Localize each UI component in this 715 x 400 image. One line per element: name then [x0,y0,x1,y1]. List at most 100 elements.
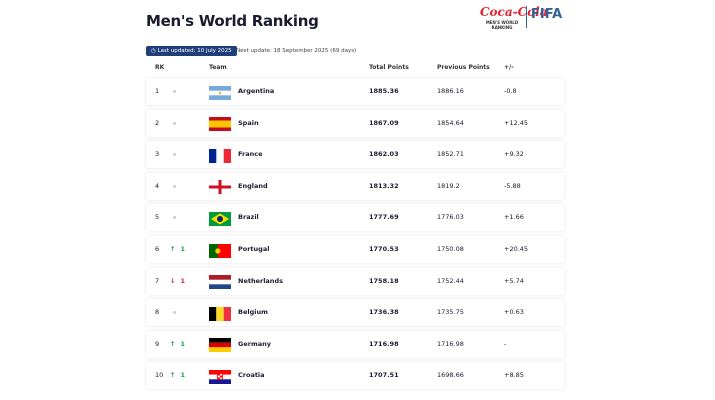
previous-points: 1854.64 [437,118,464,127]
previous-points: 1819.2 [437,181,460,190]
flag [208,274,232,290]
points-diff: +1.66 [504,213,524,222]
flag [209,243,231,258]
team-name: Spain [238,118,259,127]
arrow-up: ↑ [170,339,176,348]
flag-icon [209,85,231,100]
flag [209,369,231,384]
total-points: 1813.32 [369,181,399,190]
rank-change: ↑ 1 [170,331,185,358]
column-header: Previous Points [437,64,490,71]
team-name: Argentina [238,87,275,95]
sponsor-logo: Coca-Cola [480,5,548,19]
previous-points: 1886.16 [437,87,464,95]
ranking-row[interactable]: 2 Spain 1867.09 1854.64 +12.45 [146,109,564,137]
flag [208,179,232,195]
no-change-dot [173,184,176,188]
team-name: France [238,150,263,159]
previous-points: 1776.03 [437,213,464,222]
rank: 6 [155,245,160,253]
rank-change-value: 1 [180,339,185,348]
logo-caption: MEN'S WORLD RANKING [485,20,519,30]
flag-icon [209,211,231,226]
arrow-up: ↑ [170,371,176,380]
points-diff: - [504,339,507,348]
rank-change: ↑ 1 [170,236,185,263]
rank: 5 [155,213,160,222]
total-points: 1758.18 [369,276,399,285]
flag-icon [209,369,231,384]
team-name: Germany [238,339,271,348]
points-diff: +20.45 [504,245,529,253]
last-updated: Last updated: 10 July 2025 [157,48,232,54]
no-change-dot [173,216,176,220]
ranking-row[interactable]: 1 Argentina 1885.36 1886.16 -0.8 [146,78,564,105]
flag-icon [209,306,231,321]
points-diff: +5.74 [504,276,524,285]
flag [209,116,231,132]
points-diff: +9.32 [504,150,524,159]
ranking-row[interactable]: 6 ↑ 1 Portugal 1770.53 1750.08 +20.45 [146,236,564,263]
flag-icon [209,243,231,258]
column-header: RK [155,64,165,71]
rank: 8 [155,308,160,317]
rank-change: ↓ 1 [170,268,185,295]
logo-divider [526,6,527,28]
last-updated-badge: ◷ Last updated: 10 July 2025 [146,46,237,56]
previous-points: 1698.66 [437,371,464,380]
flag [209,85,231,100]
rank-change-value: 1 [180,245,185,253]
flag [209,337,231,353]
flag-icon [209,148,231,163]
flag [209,306,231,321]
previous-points: 1735.75 [437,308,464,317]
total-points: 1867.09 [369,118,399,127]
points-diff: +0.63 [504,308,524,317]
ranking-row[interactable]: 8 Belgium 1736.38 1735.75 +0.63 [146,299,564,327]
total-points: 1885.36 [369,87,399,95]
team-name: Belgium [238,308,268,317]
flag-icon [208,274,232,290]
flag-icon [209,117,231,132]
rank: 1 [155,87,160,95]
rank-change: ↑ 1 [170,362,185,389]
no-change-dot [173,121,176,125]
team-name: England [238,181,268,190]
previous-points: 1752.44 [437,276,464,285]
points-diff: +8.85 [504,371,524,380]
rank: 2 [155,118,160,127]
column-header: Total Points [369,64,409,71]
total-points: 1777.69 [369,213,399,222]
rank: 7 [155,276,160,285]
rank-change-value: 1 [180,371,185,380]
ranking-row[interactable]: 10 ↑ 1 Croatia 1707.51 1698.66 +8.85 [146,362,564,390]
rank: 3 [155,150,160,159]
page-title: Men's World Ranking [146,12,319,30]
ranking-row[interactable]: 7 ↓ 1 Netherlands 1758.18 1752.44 +5.74 [146,267,564,295]
no-change-dot [173,311,176,315]
total-points: 1862.03 [369,150,399,159]
no-change-dot [173,153,176,157]
flag [209,211,231,226]
ranking-row[interactable]: 3 France 1862.03 1852.71 +9.32 [146,141,564,169]
team-name: Brazil [238,213,259,222]
points-diff: -5.88 [504,181,521,190]
previous-points: 1852.71 [437,150,464,159]
total-points: 1707.51 [369,371,399,380]
arrow-down: ↓ [170,276,176,285]
ranking-row[interactable]: 4 England 1813.32 1819.2 -5.88 [146,172,564,200]
ranking-row[interactable]: 9 ↑ 1 Germany 1716.98 1716.98- [146,330,564,358]
total-points: 1770.53 [369,245,399,253]
brand-logo: FIFA [531,7,563,22]
no-change-dot [173,90,176,93]
column-header: +/- [504,64,514,71]
team-name: Portugal [238,245,270,253]
arrow-up: ↑ [170,245,176,253]
points-diff: +12.45 [504,118,529,127]
rank: 10 [155,371,164,380]
team-name: Croatia [238,371,265,380]
total-points: 1716.98 [369,339,399,348]
previous-points: 1716.98 [437,339,464,348]
team-name: Netherlands [238,276,283,285]
ranking-row[interactable]: 5 Brazil 1777.69 1776.03 +1.66 [146,204,564,232]
